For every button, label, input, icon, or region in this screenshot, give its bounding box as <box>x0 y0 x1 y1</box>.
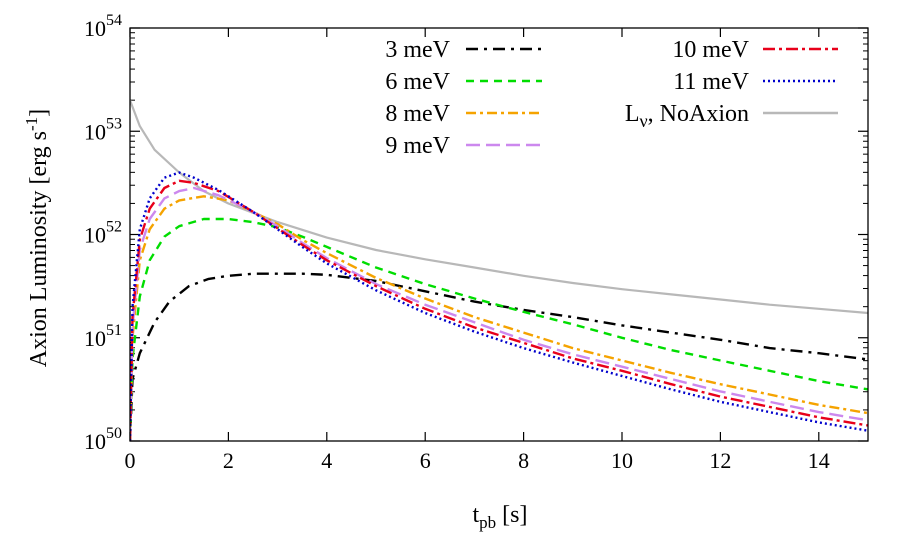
axis-ticks <box>129 27 868 442</box>
x-tick-label: 4 <box>321 448 332 473</box>
legend-label: 9 meV <box>385 133 450 159</box>
y-tick-label: 1050 <box>84 425 122 454</box>
legend-label: 8 meV <box>385 101 450 127</box>
y-axis-title: Axion Luminosity [erg s-1] <box>22 109 52 367</box>
series-line <box>130 179 868 441</box>
series-line <box>130 171 868 441</box>
x-tick-label: 14 <box>808 448 830 473</box>
x-tick-label: 12 <box>709 448 731 473</box>
y-axis-title-close: ] <box>26 109 52 117</box>
x-axis-title: tpb [s] <box>473 502 528 532</box>
x-tick-label: 10 <box>611 448 633 473</box>
plot-frame <box>129 27 869 442</box>
legend: 3 meV 6 meV 8 meV 9 meV 10 meV 11 meV Lν, NoAx… <box>385 37 838 159</box>
legend-label: 10 meV <box>672 37 749 63</box>
series-line <box>130 272 868 441</box>
x-axis-title-rest: [s] <box>496 502 527 528</box>
tick-labels: 0 2 4 6 8 10 12 14 1050 1051 1052 1053 1054 <box>84 12 830 473</box>
x-tick-label: 8 <box>518 448 529 473</box>
series-line <box>130 217 868 441</box>
x-tick-label: 6 <box>420 448 431 473</box>
series-line <box>130 186 868 441</box>
y-tick-label: 1054 <box>84 12 122 41</box>
legend-label: 6 meV <box>385 69 450 95</box>
x-tick-label: 0 <box>125 448 136 473</box>
legend-label: 3 meV <box>385 37 450 63</box>
series-line <box>130 195 868 441</box>
legend-label: 11 meV <box>673 69 749 95</box>
y-axis-title-main: Axion Luminosity [erg s <box>26 131 52 367</box>
y-tick-label: 1053 <box>84 115 122 144</box>
legend-label: Lν, NoAxion <box>625 101 749 131</box>
x-axis-title-sub: pb <box>479 513 496 532</box>
y-tick-label: 1052 <box>84 219 122 248</box>
y-tick-label: 1051 <box>84 322 122 351</box>
series-lines <box>130 99 868 441</box>
x-tick-label: 2 <box>223 448 234 473</box>
y-axis-title-sup: -1 <box>22 117 41 131</box>
x-axis-title-main: t <box>473 502 480 528</box>
